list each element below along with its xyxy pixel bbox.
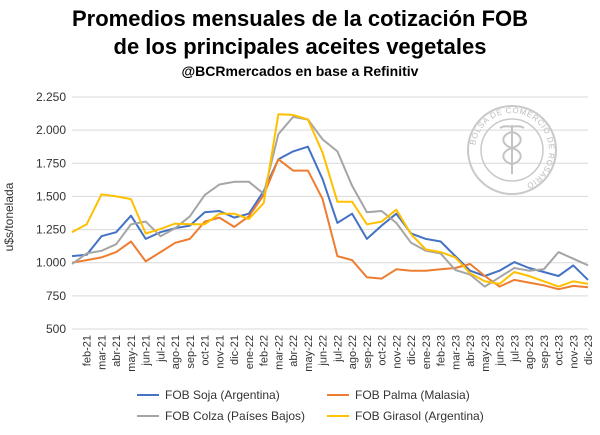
x-tick-label: mar-23 [450, 335, 462, 370]
x-tick-label: sep-21 [185, 335, 197, 369]
legend-swatch [137, 394, 159, 396]
x-tick-label: ene-22 [244, 335, 256, 369]
x-tick-label: may-21 [126, 335, 138, 372]
x-axis-ticks: feb-21 mar-21 abr-21 may-21 jun-21 jul-21 ago-… [82, 335, 595, 372]
legend-label: FOB Soja (Argentina) [165, 388, 280, 402]
y-tick-label: 750 [46, 289, 66, 303]
legend-swatch [327, 394, 349, 396]
x-tick-label: jun-23 [495, 335, 507, 367]
x-tick-label: nov-21 [214, 335, 226, 369]
series-line-3 [71, 115, 589, 288]
legend-swatch [137, 415, 159, 417]
series-line-2 [71, 158, 589, 291]
x-tick-label: ene-23 [421, 335, 433, 369]
x-tick-label: oct-23 [554, 335, 566, 366]
x-tick-label: jun-22 [318, 335, 330, 367]
x-tick-label: abr-23 [465, 335, 477, 367]
x-tick-label: ago-23 [524, 335, 536, 369]
legend-item: FOB Colza (Países Bajos) [137, 409, 305, 423]
x-tick-label: dic-21 [229, 335, 241, 365]
y-tick-label: 1.250 [36, 223, 66, 237]
y-tick-label: 500 [46, 322, 66, 336]
y-axis-ticks: 500 750 1.000 1.250 1.500 1.750 2.000 2.250 [36, 90, 66, 336]
legend-item: FOB Girasol (Argentina) [327, 409, 484, 423]
x-tick-label: abr-21 [111, 335, 123, 367]
legend-swatch [327, 415, 349, 417]
chart-title-line2: de los principales aceites vegetales [113, 34, 487, 59]
y-tick-label: 1.750 [36, 156, 66, 170]
legend-item: FOB Soja (Argentina) [137, 388, 280, 402]
x-tick-label: jul-22 [332, 335, 344, 363]
legend-label: FOB Colza (Países Bajos) [165, 409, 306, 423]
x-tick-label: dic-23 [583, 335, 595, 365]
x-tick-label: may-22 [303, 335, 315, 372]
x-tick-label: jun-21 [141, 335, 153, 367]
legend-label: FOB Girasol (Argentina) [355, 409, 484, 423]
x-tick-label: dic-22 [406, 335, 418, 365]
x-tick-label: nov-23 [568, 335, 580, 369]
y-axis-label: u$s/tonelada [2, 182, 16, 251]
chart-title-line1: Promedios mensuales de la cotización FOB [71, 6, 529, 31]
chart-subtitle: @BCRmercados en base a Refinitiv [181, 63, 419, 79]
legend-label: FOB Palma (Malasia) [355, 388, 470, 402]
x-tick-label: nov-22 [391, 335, 403, 369]
series-line-4 [71, 113, 589, 288]
series-layer [71, 113, 589, 291]
x-tick-label: feb-22 [259, 335, 271, 366]
bcr-seal-logo: BOLSA DE COMERCIO DE ROSARIO [467, 105, 557, 195]
x-tick-label: ago-21 [170, 335, 182, 369]
x-tick-label: jul-21 [155, 335, 167, 363]
y-tick-label: 2.250 [36, 90, 66, 104]
legend-item: FOB Palma (Malasia) [327, 388, 470, 402]
x-tick-label: oct-22 [377, 335, 389, 366]
x-tick-label: abr-22 [288, 335, 300, 367]
y-tick-label: 2.000 [36, 123, 66, 137]
x-tick-label: sep-22 [362, 335, 374, 369]
x-tick-label: mar-21 [96, 335, 108, 370]
x-tick-label: oct-21 [200, 335, 212, 366]
x-tick-label: may-23 [480, 335, 492, 372]
x-tick-label: jul-23 [509, 335, 521, 363]
x-tick-label: mar-22 [273, 335, 285, 370]
x-tick-label: feb-23 [436, 335, 448, 366]
x-tick-label: sep-23 [539, 335, 551, 369]
y-tick-label: 1.500 [36, 189, 66, 203]
x-tick-label: feb-21 [82, 335, 94, 366]
x-tick-label: ago-22 [347, 335, 359, 369]
y-tick-label: 1.000 [36, 256, 66, 270]
